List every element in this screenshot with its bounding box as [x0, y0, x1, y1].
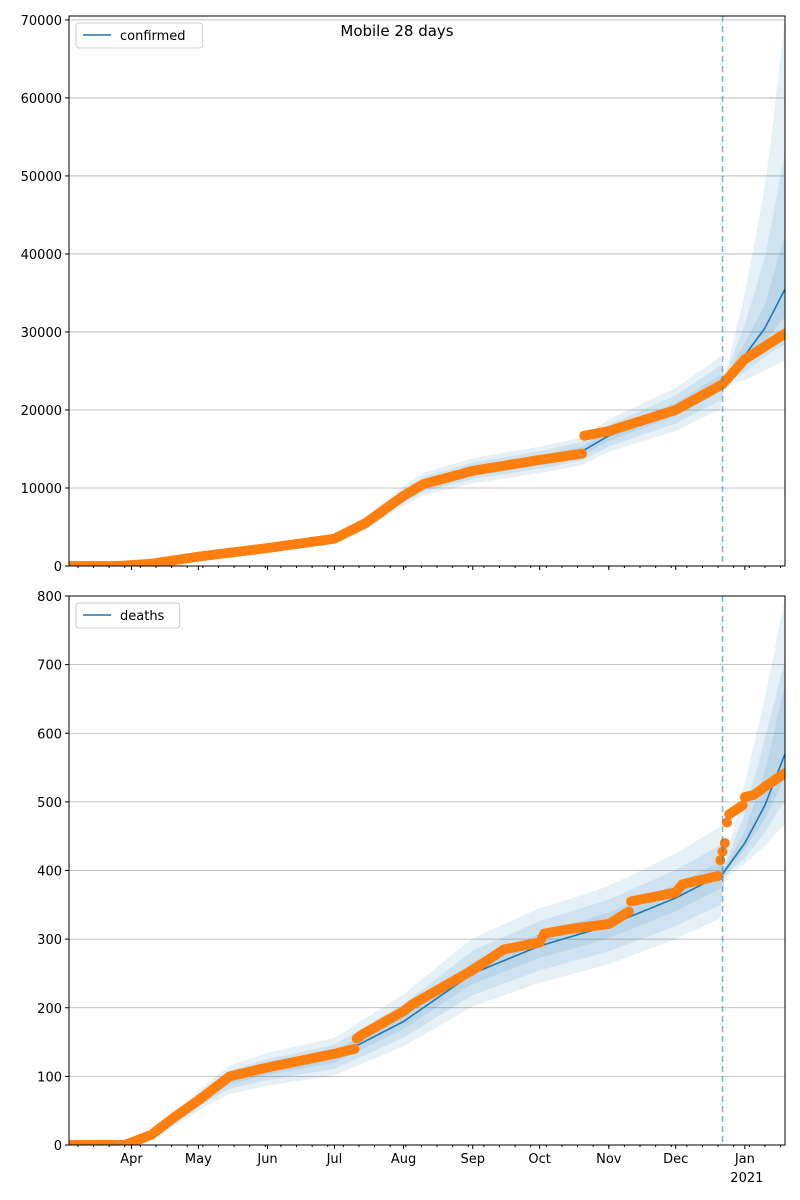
y-tick-label: 0: [54, 560, 62, 575]
median-line: [69, 753, 785, 1145]
y-tick-label: 40000: [21, 248, 62, 263]
panel-confirmed: 0 10000 20000 30000 40000 50000 60000 70000 conf…: [21, 14, 786, 575]
x-tick-label: Jun: [256, 1152, 277, 1167]
axes-frame: [68, 595, 786, 1146]
legend: deaths: [75, 602, 181, 629]
legend: confirmed: [75, 22, 203, 49]
x-tick-label: Dec: [663, 1152, 688, 1167]
x-tick-label: Nov: [596, 1152, 622, 1167]
plot-area: [69, 596, 785, 1145]
x-tick-label: Jan: [734, 1152, 755, 1167]
legend-label: deaths: [120, 609, 165, 624]
y-tick-label: 200: [37, 1002, 62, 1017]
x-tick-label: Oct: [528, 1152, 550, 1167]
y-tick-label: 70000: [21, 14, 62, 29]
plot-area: [69, 16, 785, 566]
x-tick-label: Jul: [326, 1152, 343, 1167]
observed-point: [577, 448, 588, 459]
x-tick-label: May: [185, 1152, 212, 1167]
observed-point: [780, 768, 785, 779]
x-tick-label: Sep: [460, 1152, 485, 1167]
observed-point: [349, 1043, 360, 1054]
credible-band-1: [69, 597, 785, 1145]
y-tick-label: 700: [37, 659, 62, 674]
x-tick-label: Apr: [120, 1152, 143, 1167]
y-tick-label: 300: [37, 933, 62, 948]
legend-box: [75, 22, 203, 49]
credible-band-2: [69, 150, 785, 566]
y-tick-label: 10000: [21, 482, 62, 497]
y-tick-label: 100: [37, 1070, 62, 1085]
observed-point: [780, 328, 785, 339]
y-tick-label: 800: [37, 590, 62, 605]
y-tick-label: 20000: [21, 404, 62, 419]
legend-box: [75, 602, 181, 629]
y-tick-label: 600: [37, 727, 62, 742]
observed-point: [713, 870, 724, 881]
y-tick-label: 60000: [21, 92, 62, 107]
y-tick-label: 0: [54, 1139, 62, 1154]
y-tick-label: 400: [37, 865, 62, 880]
y-tick-label: 500: [37, 796, 62, 811]
chart-title: Mobile 28 days: [340, 22, 453, 40]
y-tick-label: 30000: [21, 326, 62, 341]
axes-frame: [68, 15, 786, 567]
panel-deaths: 0 100 200 300 400 500 600 700 800 Apr May Jun Jul Aug…: [37, 590, 786, 1186]
legend-label: confirmed: [120, 29, 186, 44]
credible-band-3: [69, 683, 785, 1145]
year-label: 2021: [730, 1171, 763, 1186]
observed-point: [623, 906, 634, 917]
y-tick-label: 50000: [21, 170, 62, 185]
observed-point: [719, 838, 730, 849]
observed-point: [737, 800, 748, 811]
x-tick-label: Aug: [391, 1152, 416, 1167]
observed-point: [715, 855, 726, 866]
observed-point: [722, 817, 733, 828]
